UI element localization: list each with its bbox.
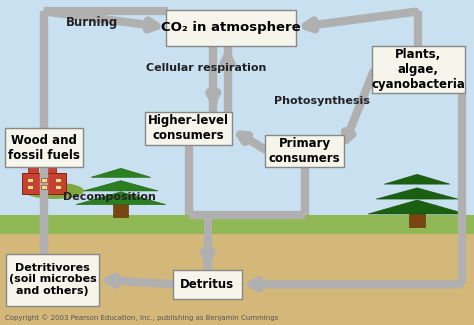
- Text: Photosynthesis: Photosynthesis: [274, 96, 370, 106]
- Bar: [55, 178, 61, 182]
- Text: Detritus: Detritus: [180, 278, 235, 291]
- Polygon shape: [83, 181, 158, 191]
- Text: Higher-level
consumers: Higher-level consumers: [148, 114, 229, 142]
- FancyBboxPatch shape: [265, 135, 344, 167]
- Bar: [46, 165, 56, 173]
- FancyBboxPatch shape: [372, 46, 465, 93]
- Polygon shape: [384, 174, 450, 184]
- FancyBboxPatch shape: [5, 128, 83, 167]
- Bar: [409, 212, 425, 227]
- Text: Primary
consumers: Primary consumers: [269, 137, 340, 165]
- Bar: [113, 203, 128, 216]
- Text: Detritivores
(soil microbes
and others): Detritivores (soil microbes and others): [9, 263, 96, 296]
- Ellipse shape: [24, 183, 84, 199]
- Text: Cellular respiration: Cellular respiration: [146, 63, 266, 73]
- Bar: [27, 185, 33, 189]
- Bar: [28, 162, 38, 173]
- Text: Plants,
algae,
cyanobacteria: Plants, algae, cyanobacteria: [371, 47, 465, 91]
- Text: Copyright © 2003 Pearson Education, Inc., publishing as Benjamin Cummings: Copyright © 2003 Pearson Education, Inc.…: [5, 314, 278, 321]
- FancyBboxPatch shape: [145, 112, 232, 145]
- Text: Decomposition: Decomposition: [63, 192, 155, 202]
- Bar: [41, 185, 47, 189]
- Bar: [27, 178, 33, 182]
- Polygon shape: [368, 200, 466, 214]
- Text: Burning: Burning: [66, 16, 118, 29]
- Bar: [0, 227, 474, 325]
- Text: CO₂ in atmosphere: CO₂ in atmosphere: [161, 21, 301, 34]
- FancyBboxPatch shape: [166, 10, 296, 46]
- FancyBboxPatch shape: [6, 254, 99, 306]
- Bar: [0, 214, 474, 234]
- Bar: [41, 178, 47, 182]
- Bar: [22, 173, 66, 193]
- Polygon shape: [91, 168, 151, 177]
- Text: Wood and
fossil fuels: Wood and fossil fuels: [8, 134, 80, 162]
- FancyBboxPatch shape: [173, 270, 242, 299]
- Bar: [55, 185, 61, 189]
- Polygon shape: [376, 188, 458, 199]
- Polygon shape: [76, 192, 166, 205]
